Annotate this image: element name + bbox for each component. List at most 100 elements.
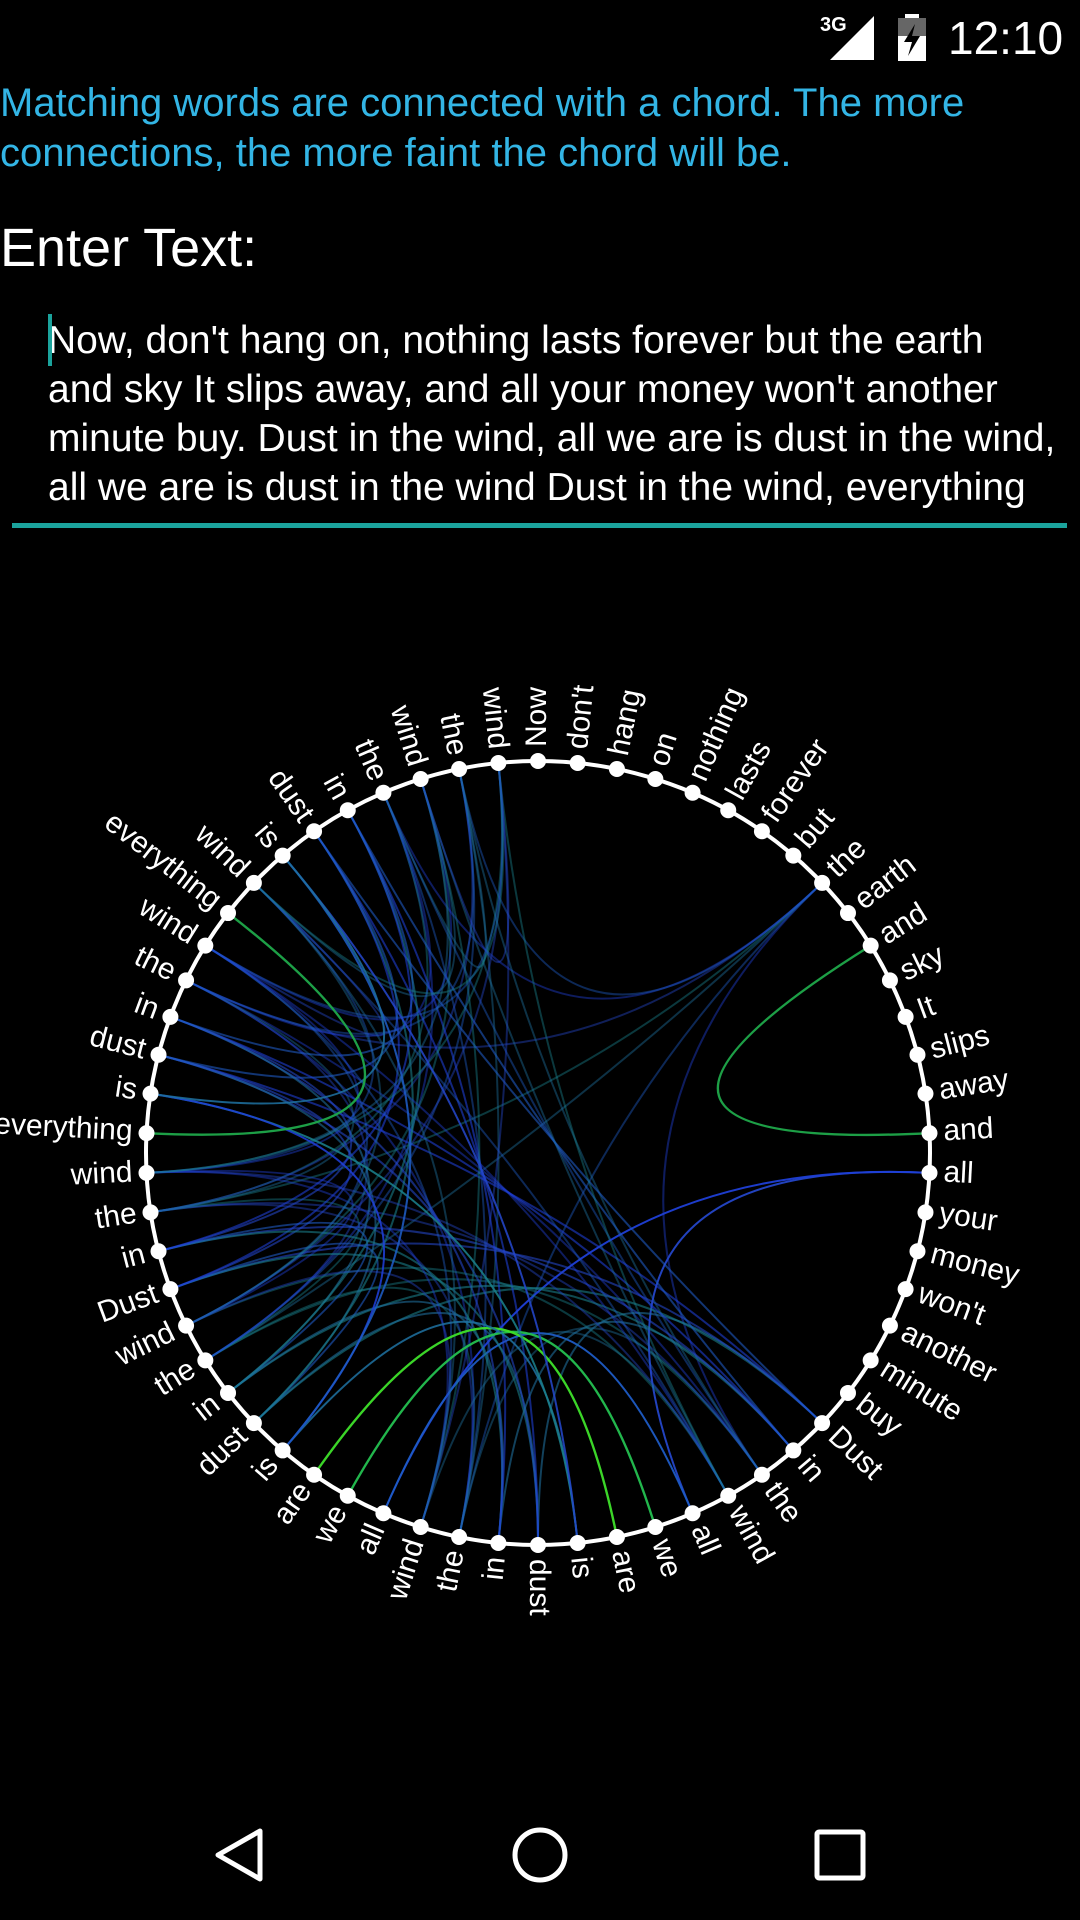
word-node (375, 784, 392, 801)
back-icon (215, 1828, 263, 1882)
chord-in (158, 1015, 353, 1253)
word-label: the (348, 734, 395, 785)
chord-wind (253, 882, 456, 1528)
chord-the (185, 882, 823, 1049)
word-node (178, 972, 195, 989)
word-node (138, 1125, 155, 1142)
chord-the (150, 979, 355, 1214)
word-node (897, 1281, 914, 1298)
word-label: wind (69, 1156, 133, 1192)
chord-wind (419, 762, 510, 1528)
chord-all (382, 1332, 694, 1514)
word-label: your (937, 1197, 1000, 1238)
chord-wind (146, 762, 503, 1174)
word-node (909, 1243, 926, 1260)
recents-button[interactable] (780, 1790, 900, 1920)
chord-wind (185, 762, 504, 1327)
word-node (881, 972, 898, 989)
word-label: dust (523, 1559, 556, 1616)
chord-wind (419, 778, 481, 1528)
word-node (530, 1537, 546, 1553)
word-node (339, 1487, 356, 1504)
word-label: we (306, 1499, 354, 1549)
word-label: hang (602, 686, 648, 758)
chord-wind (497, 762, 730, 1497)
word-node (647, 1519, 664, 1536)
word-label: sky (895, 938, 950, 987)
word-label: away (937, 1063, 1011, 1106)
chord-wind (146, 1170, 449, 1528)
word-node (178, 1317, 195, 1334)
chord-wind (419, 778, 730, 1497)
word-label: wind (476, 685, 515, 751)
chord-is (281, 854, 579, 1544)
chord-the (382, 768, 487, 968)
chord-the (662, 882, 823, 1476)
chord-in (158, 1221, 369, 1394)
chord-the (382, 792, 823, 1000)
word-nodes (138, 753, 938, 1553)
chord-the (204, 768, 476, 1362)
text-input-underline (12, 523, 1067, 528)
text-input-field[interactable]: Now, don't hang on, nothing lasts foreve… (12, 310, 1067, 530)
chord-dust (170, 830, 400, 1291)
word-node (150, 1243, 167, 1260)
word-node (608, 761, 625, 778)
chord-in (346, 809, 507, 1544)
word-node (917, 1085, 934, 1102)
chord-is (150, 854, 386, 1105)
word-node (138, 1164, 155, 1181)
navigation-bar (0, 1790, 1080, 1920)
word-label: are (266, 1476, 318, 1530)
word-label: the (758, 1476, 809, 1529)
word-node (412, 770, 429, 787)
word-label: Now (520, 687, 553, 747)
word-node (274, 847, 291, 864)
chord-wind (204, 762, 504, 1019)
word-node (909, 1046, 926, 1063)
word-label: in (130, 987, 163, 1026)
word-node (412, 1519, 429, 1536)
chord-the (150, 768, 474, 1214)
word-node (197, 1352, 214, 1369)
word-node (569, 1534, 586, 1551)
chord-wind (185, 778, 451, 1327)
status-bar: 3G 12:10 (0, 0, 1080, 75)
word-node (142, 1085, 159, 1102)
chord-wind (204, 944, 453, 1528)
word-node (862, 937, 879, 954)
chord-wind (253, 882, 730, 1497)
word-node (921, 1125, 938, 1142)
word-label: dust (86, 1020, 150, 1066)
chord-in (227, 1284, 795, 1452)
word-node (862, 1352, 879, 1369)
chord-the (458, 768, 823, 996)
word-label: the (129, 940, 181, 988)
chord-wind (146, 778, 449, 1174)
chord-and (716, 944, 930, 1137)
word-node (684, 784, 701, 801)
chord-the (150, 882, 823, 1214)
word-label: is (113, 1070, 139, 1106)
word-label: It (912, 989, 940, 1026)
chord-wind (146, 1170, 730, 1497)
chord-the (150, 1203, 474, 1538)
battery-charging-icon (895, 14, 929, 67)
back-button[interactable] (180, 1790, 300, 1920)
clock: 12:10 (948, 12, 1064, 64)
chord-wind (146, 944, 359, 1174)
chord-wind (204, 944, 730, 1497)
home-icon (512, 1827, 568, 1883)
word-label: all (684, 1519, 726, 1560)
chord-the (204, 882, 823, 1362)
word-node (490, 1534, 507, 1551)
word-label: dust (190, 1419, 254, 1482)
chord-dust (253, 1287, 823, 1424)
word-node (785, 1442, 802, 1459)
word-node (569, 755, 586, 772)
word-node (684, 1505, 701, 1522)
chord-dust (170, 1242, 379, 1424)
home-button[interactable] (480, 1790, 600, 1920)
text-input-value[interactable]: Now, don't hang on, nothing lasts foreve… (48, 319, 1056, 516)
